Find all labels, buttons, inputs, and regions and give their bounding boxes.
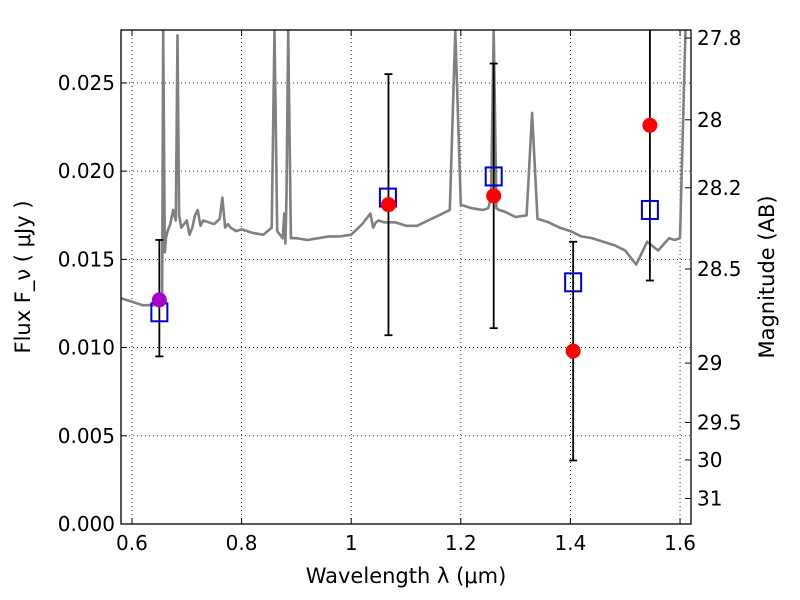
x-tick-label: 1.2	[445, 531, 477, 555]
x-tick-label: 1.4	[555, 531, 587, 555]
flux-point-marker	[565, 343, 581, 359]
mag-tick-label: 28.5	[697, 257, 742, 281]
y-axis-label: Flux F_ν ( μJy )	[11, 200, 36, 353]
mag-tick-label: 28	[697, 108, 722, 132]
mag-tick-label: 29.5	[697, 410, 742, 434]
right-axis-label: Magnitude (AB)	[755, 195, 779, 358]
markers	[150, 117, 659, 359]
x-tick-label: 1.6	[664, 531, 696, 555]
mag-tick-label: 27.8	[697, 26, 742, 50]
flux-point-marker	[151, 292, 167, 308]
model-square-marker	[640, 199, 659, 220]
flux-point-marker	[642, 117, 658, 133]
model-square-marker	[484, 166, 503, 187]
flux-point-marker	[486, 188, 502, 204]
error-bars	[155, 30, 654, 462]
spectrum-line	[121, 30, 687, 307]
x-tick-label: 1	[345, 531, 358, 555]
x-tick-label: 0.6	[116, 531, 148, 555]
x-tick-label: 0.8	[226, 531, 258, 555]
y-tick-label: 0.000	[58, 512, 115, 536]
model-square-marker	[564, 272, 583, 293]
y-tick-label: 0.005	[58, 424, 115, 448]
grid	[121, 30, 691, 525]
y-tick-label: 0.020	[58, 159, 115, 183]
y-tick-label: 0.025	[58, 71, 115, 95]
x-axis-label: Wavelength λ (μm)	[306, 564, 507, 588]
mag-tick-label: 30	[697, 448, 722, 472]
flux-point-marker	[380, 197, 396, 213]
axes-ticks: 0.6 0.8 1 1.2 1.4 1.6 0.000 0.005 0.010 0.015 0.02…	[58, 26, 742, 555]
y-tick-label: 0.010	[58, 336, 115, 360]
y-tick-label: 0.015	[58, 247, 115, 271]
spectrum	[121, 30, 687, 307]
mag-tick-label: 29	[697, 351, 722, 375]
plot-frame	[120, 29, 692, 525]
mag-tick-label: 28.2	[697, 176, 742, 200]
mag-tick-label: 31	[697, 486, 722, 510]
